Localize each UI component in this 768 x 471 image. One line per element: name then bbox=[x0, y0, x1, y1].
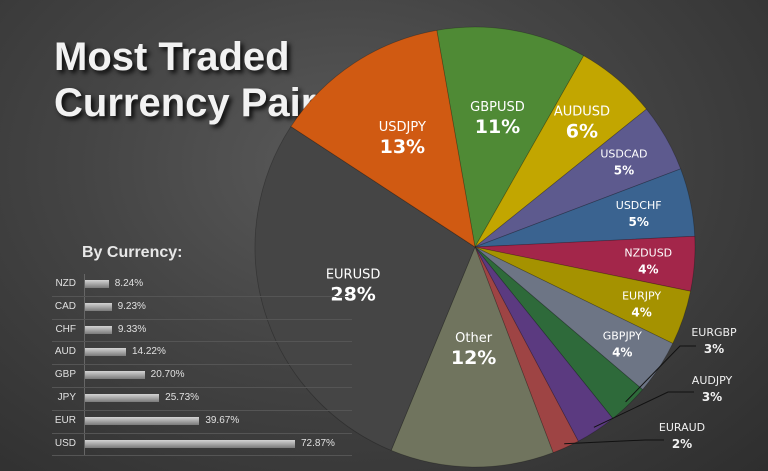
pie-slice-other bbox=[390, 245, 554, 468]
slice-label-euraud: EURAUD bbox=[659, 421, 705, 434]
slice-label-usdcad: USDCAD bbox=[600, 148, 647, 161]
slice-percent-gbpusd: 11% bbox=[475, 116, 520, 138]
bar-nzd bbox=[85, 280, 109, 288]
bar-value-gbp: 20.70% bbox=[150, 369, 185, 381]
slice-label-usdjpy: USDJPY bbox=[379, 120, 426, 135]
leader-line-eurgbp bbox=[625, 345, 696, 403]
bar-value-aud: 14.22% bbox=[131, 346, 166, 358]
bar-value-eur: 39.67% bbox=[205, 414, 240, 426]
bar-gbp bbox=[85, 371, 145, 380]
currency-breakdown-title: By Currency: bbox=[82, 244, 183, 261]
pie-slice-eurjpy bbox=[474, 246, 691, 344]
title-line-2: Currency Pairs bbox=[54, 81, 339, 125]
chart-title: Most Traded Currency Pairs bbox=[54, 34, 339, 126]
pie-slice-eurusd bbox=[254, 125, 476, 451]
pie-slice-usdcad bbox=[474, 108, 682, 248]
bar-eur bbox=[85, 416, 200, 425]
bar-category-eur: EUR bbox=[54, 414, 76, 426]
bar-category-jpy: JPY bbox=[57, 391, 76, 403]
title-line-1: Most Traded bbox=[54, 35, 290, 79]
pie-slice-euraud bbox=[474, 246, 579, 454]
bar-value-jpy: 25.73% bbox=[165, 391, 200, 403]
slice-percent-gbpjpy: 4% bbox=[612, 345, 632, 359]
bar-chf bbox=[85, 325, 112, 334]
bar-cad bbox=[85, 302, 112, 311]
slice-percent-usdcad: 5% bbox=[614, 164, 634, 178]
bar-axis bbox=[84, 274, 85, 457]
slice-label-gbpusd: GBPUSD bbox=[470, 100, 525, 115]
slice-percent-usdchf: 5% bbox=[628, 215, 648, 229]
slice-label-audusd: AUDUSD bbox=[554, 104, 610, 119]
bar-category-usd: USD bbox=[54, 437, 76, 449]
bar-value-nzd: 8.24% bbox=[114, 278, 144, 289]
bar-jpy bbox=[85, 393, 160, 402]
bar-row-chf: CHF 9.33% bbox=[52, 320, 352, 343]
bar-category-nzd: NZD bbox=[55, 278, 76, 289]
slice-percent-euraud: 2% bbox=[672, 437, 692, 451]
pie-slice-usdchf bbox=[474, 168, 696, 248]
slice-label-eurjpy: EURJPY bbox=[622, 290, 661, 303]
bar-row-cad: CAD 9.23% bbox=[52, 297, 352, 320]
bar-row-eur: EUR 39.67% bbox=[52, 411, 352, 434]
bar-row-gbp: GBP 20.70% bbox=[52, 365, 352, 388]
bar-category-chf: CHF bbox=[55, 323, 76, 335]
bar-value-chf: 9.33% bbox=[117, 323, 147, 335]
pie-slice-usdjpy bbox=[290, 29, 476, 248]
slice-label-other: Other bbox=[455, 331, 493, 346]
slice-percent-eurusd: 28% bbox=[330, 284, 375, 306]
currency-bar-chart: NZD 8.24% CAD 9.23% CHF 9.33% AUD 14.22% GBP 20.7… bbox=[52, 274, 352, 457]
slice-percent-usdjpy: 13% bbox=[380, 136, 425, 158]
bar-row-usd: USD 72.87% bbox=[52, 434, 352, 457]
bar-usd bbox=[85, 439, 295, 448]
slice-label-eurgbp: EURGBP bbox=[691, 326, 737, 339]
pie-slice-gbpusd bbox=[436, 26, 585, 249]
slice-label-gbpjpy: GBPJPY bbox=[603, 329, 642, 342]
bar-category-aud: AUD bbox=[54, 346, 76, 358]
slice-label-eurusd: EURUSD bbox=[326, 268, 381, 283]
leader-line-audjpy bbox=[593, 391, 694, 428]
bar-row-nzd: NZD 8.24% bbox=[52, 274, 352, 297]
bar-category-cad: CAD bbox=[54, 300, 76, 312]
bar-aud bbox=[85, 348, 126, 357]
bar-value-cad: 9.23% bbox=[117, 300, 146, 312]
bar-value-usd: 72.87% bbox=[301, 437, 335, 449]
slice-percent-eurjpy: 4% bbox=[631, 306, 651, 320]
slice-label-usdchf: USDCHF bbox=[616, 199, 662, 212]
slice-label-nzdusd: NZDUSD bbox=[624, 246, 672, 259]
slice-percent-other: 12% bbox=[451, 347, 496, 369]
slice-percent-audusd: 6% bbox=[566, 120, 598, 142]
pie-slice-audusd bbox=[474, 55, 648, 248]
slice-percent-nzdusd: 4% bbox=[638, 262, 658, 276]
slice-percent-eurgbp: 3% bbox=[704, 342, 724, 356]
bar-row-jpy: JPY 25.73% bbox=[52, 388, 352, 411]
slice-percent-audjpy: 3% bbox=[702, 390, 722, 404]
bar-category-gbp: GBP bbox=[54, 369, 76, 381]
bar-row-aud: AUD 14.22% bbox=[52, 342, 352, 366]
slice-label-audjpy: AUDJPY bbox=[692, 374, 733, 387]
pie-slice-nzdusd bbox=[474, 235, 696, 292]
leader-line-euraud bbox=[564, 439, 664, 445]
